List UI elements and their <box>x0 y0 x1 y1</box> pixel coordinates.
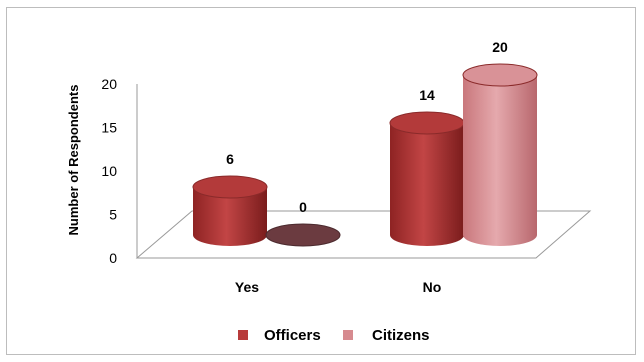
data-label: 14 <box>419 87 435 103</box>
bar-citizens-no <box>462 63 538 246</box>
bar-officers-no <box>389 111 465 246</box>
y-tick-label: 0 <box>109 250 117 266</box>
y-tick-label: 10 <box>101 163 117 179</box>
legend-swatch-citizens <box>343 330 353 340</box>
bar-officers-yes <box>192 175 268 246</box>
legend-label-citizens: Citizens <box>372 327 430 344</box>
bar-citizens-yes <box>265 223 341 247</box>
y-tick-label: 15 <box>101 120 117 136</box>
data-label: 6 <box>226 151 234 167</box>
y-tick-labels: 0 5 10 15 20 <box>101 76 117 266</box>
category-label-no: No <box>423 279 442 295</box>
legend: Officers Citizens <box>238 327 430 344</box>
y-axis-title: Number of Respondents <box>66 85 81 236</box>
y-tick-label: 5 <box>109 207 117 223</box>
legend-label-officers: Officers <box>264 327 321 344</box>
y-tick-label: 20 <box>101 76 117 92</box>
category-label-yes: Yes <box>235 279 259 295</box>
data-label: 0 <box>299 199 307 215</box>
bars: 6 0 14 20 <box>192 39 538 247</box>
data-label: 20 <box>492 39 508 55</box>
legend-swatch-officers <box>238 330 248 340</box>
